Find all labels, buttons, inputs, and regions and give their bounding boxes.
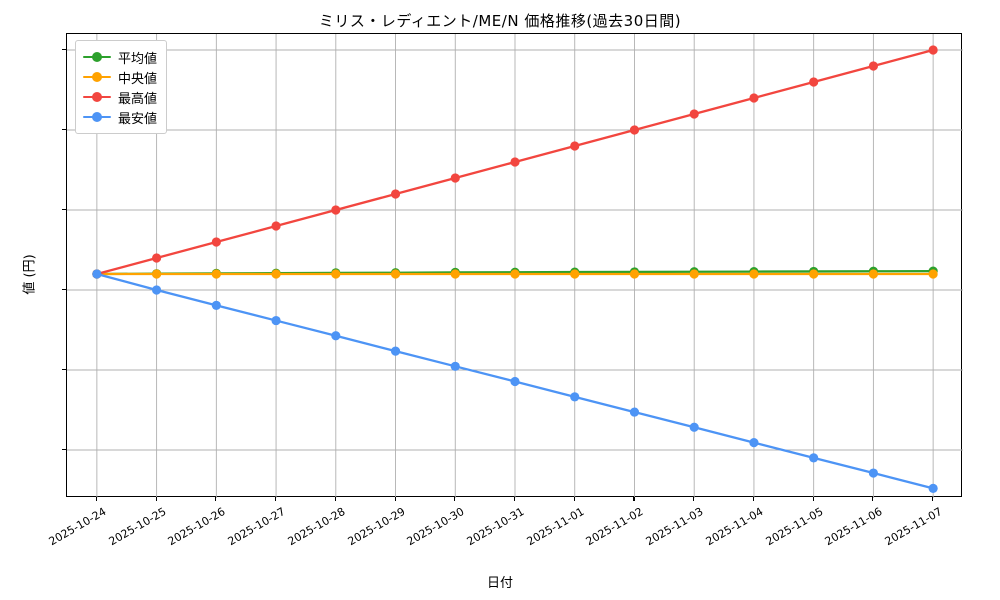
data-point-marker [450,361,460,371]
data-point-marker [689,109,699,119]
data-point-marker [92,269,102,279]
chart-legend: 平均値中央値最高値最安値 [75,40,168,134]
plot-area [66,33,963,498]
data-point-marker [152,285,162,295]
x-tick-label: 2025-11-01 [524,505,587,549]
data-point-marker [749,93,759,103]
data-point-marker [510,376,520,387]
data-point-marker [390,346,401,356]
data-point-marker [809,269,819,279]
x-tick-label: 2025-11-04 [703,505,766,549]
x-tick-label: 2025-10-25 [106,505,169,549]
legend-swatch-icon [83,90,111,104]
x-tick-label: 2025-10-28 [285,505,348,549]
data-point-marker [689,269,699,279]
data-point-marker [450,269,460,279]
data-point-marker [749,438,759,448]
data-point-marker [809,77,819,87]
x-tick-label: 2025-10-26 [165,505,228,549]
legend-item[interactable]: 最安値 [83,107,157,127]
data-point-marker [450,173,460,183]
data-point-marker [868,269,879,279]
data-point-marker [390,269,401,279]
data-point-marker [868,61,879,71]
data-point-marker [152,253,162,263]
legend-item[interactable]: 平均値 [83,47,157,67]
legend-item[interactable]: 最高値 [83,87,157,107]
y-axis-label: 値 (円) [22,254,38,295]
data-point-marker [570,392,580,402]
legend-swatch-icon [83,50,111,64]
data-point-marker [629,407,640,417]
x-tick-label: 2025-10-27 [225,505,288,549]
data-point-marker [510,269,520,279]
data-point-marker [570,269,580,279]
x-tick-label: 2025-11-06 [823,505,885,549]
x-tick-label: 2025-11-05 [763,505,826,549]
chart-title: ミリス・レディエント/ME/N 価格推移(過去30日間) [318,12,682,30]
legend-swatch-icon [83,110,111,124]
legend-label: 最安値 [118,111,158,127]
gridlines [67,34,963,498]
data-point-marker [211,269,221,279]
x-tick-label: 2025-10-31 [464,505,527,549]
legend-label: 最高値 [118,91,158,107]
data-point-marker [331,205,341,215]
x-tick-label: 2025-10-30 [404,505,467,549]
legend-swatch-icon [83,70,111,84]
data-point-marker [928,483,938,493]
legend-item[interactable]: 中央値 [83,67,157,87]
data-point-marker [928,45,938,55]
legend-label: 中央値 [118,71,158,87]
data-point-marker [570,141,580,151]
data-point-marker [868,468,879,478]
series-lines [92,45,938,493]
data-point-marker [749,269,759,279]
x-axis-label: 日付 [486,576,513,591]
legend-label: 平均値 [118,51,158,67]
x-tick-label: 2025-10-29 [345,505,408,549]
plot-svg [67,34,963,498]
data-point-marker [928,269,938,279]
data-point-marker [629,125,640,135]
data-point-marker [152,269,162,279]
data-point-marker [271,221,281,231]
x-tick-label: 2025-11-03 [643,505,706,549]
data-point-marker [211,300,221,310]
x-tick-label: 2025-11-07 [882,505,945,549]
data-point-marker [331,269,341,279]
data-point-marker [390,189,401,199]
data-point-marker [211,237,221,247]
x-tick-label: 2025-11-02 [584,505,646,549]
data-point-marker [689,422,699,432]
data-point-marker [629,269,640,279]
data-point-marker [331,331,341,341]
data-point-marker [809,453,819,463]
x-tick-label: 2025-10-24 [46,505,109,549]
data-point-marker [271,315,281,326]
data-point-marker [271,269,281,279]
data-point-marker [510,157,520,167]
